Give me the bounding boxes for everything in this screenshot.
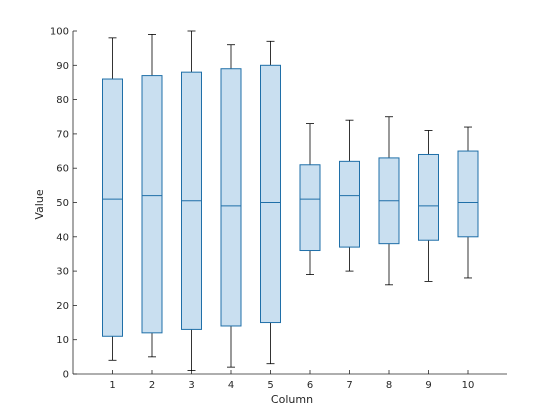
axes: 0 10 20 30 40 50 60 70 80 90 100 1 2 3 4 5 6 7 8 9 10 — [50, 27, 507, 391]
x-tick-label: 7 — [346, 380, 352, 391]
y-tick-label: 10 — [56, 335, 69, 346]
x-axis-label: Column — [271, 393, 313, 406]
x-tick-label: 4 — [228, 380, 234, 391]
box-rect — [102, 78, 123, 337]
x-tick-label: 5 — [267, 380, 273, 391]
y-tick-label: 50 — [56, 198, 69, 209]
x-tick-label: 3 — [188, 380, 194, 391]
box-6 — [299, 123, 321, 275]
box-rect — [260, 64, 281, 324]
x-tick-label: 9 — [425, 380, 431, 391]
y-tick-label: 60 — [56, 164, 69, 175]
box-2 — [141, 34, 163, 358]
y-tick-label: 100 — [50, 27, 69, 38]
box-7 — [339, 119, 360, 272]
box-1 — [102, 37, 123, 361]
box-rect — [220, 68, 242, 327]
box-rect — [457, 150, 479, 238]
box-3 — [181, 30, 202, 371]
box-8 — [378, 116, 400, 286]
x-tick-label: 6 — [307, 380, 313, 391]
y-axis-label: Value — [33, 189, 46, 219]
box-rect — [141, 75, 163, 334]
y-tick-label: 80 — [56, 95, 69, 106]
box-5 — [260, 40, 281, 365]
box-9 — [418, 130, 439, 282]
y-tick-label: 0 — [63, 370, 69, 381]
box-rect — [339, 160, 360, 248]
x-tick-label: 1 — [109, 380, 115, 391]
y-tick-label: 40 — [56, 232, 69, 243]
y-tick-label: 70 — [56, 129, 69, 140]
y-tick-label: 20 — [56, 301, 69, 312]
box-rect — [418, 153, 439, 241]
y-tick-label: 30 — [56, 267, 69, 278]
x-tick-label: 10 — [462, 380, 475, 391]
x-tick-label: 2 — [149, 380, 155, 391]
y-tick-label: 90 — [56, 61, 69, 72]
box-rect — [299, 164, 321, 252]
box-10 — [457, 126, 479, 279]
x-tick-label: 8 — [386, 380, 392, 391]
boxes-group — [102, 30, 479, 371]
box-4 — [220, 44, 242, 368]
